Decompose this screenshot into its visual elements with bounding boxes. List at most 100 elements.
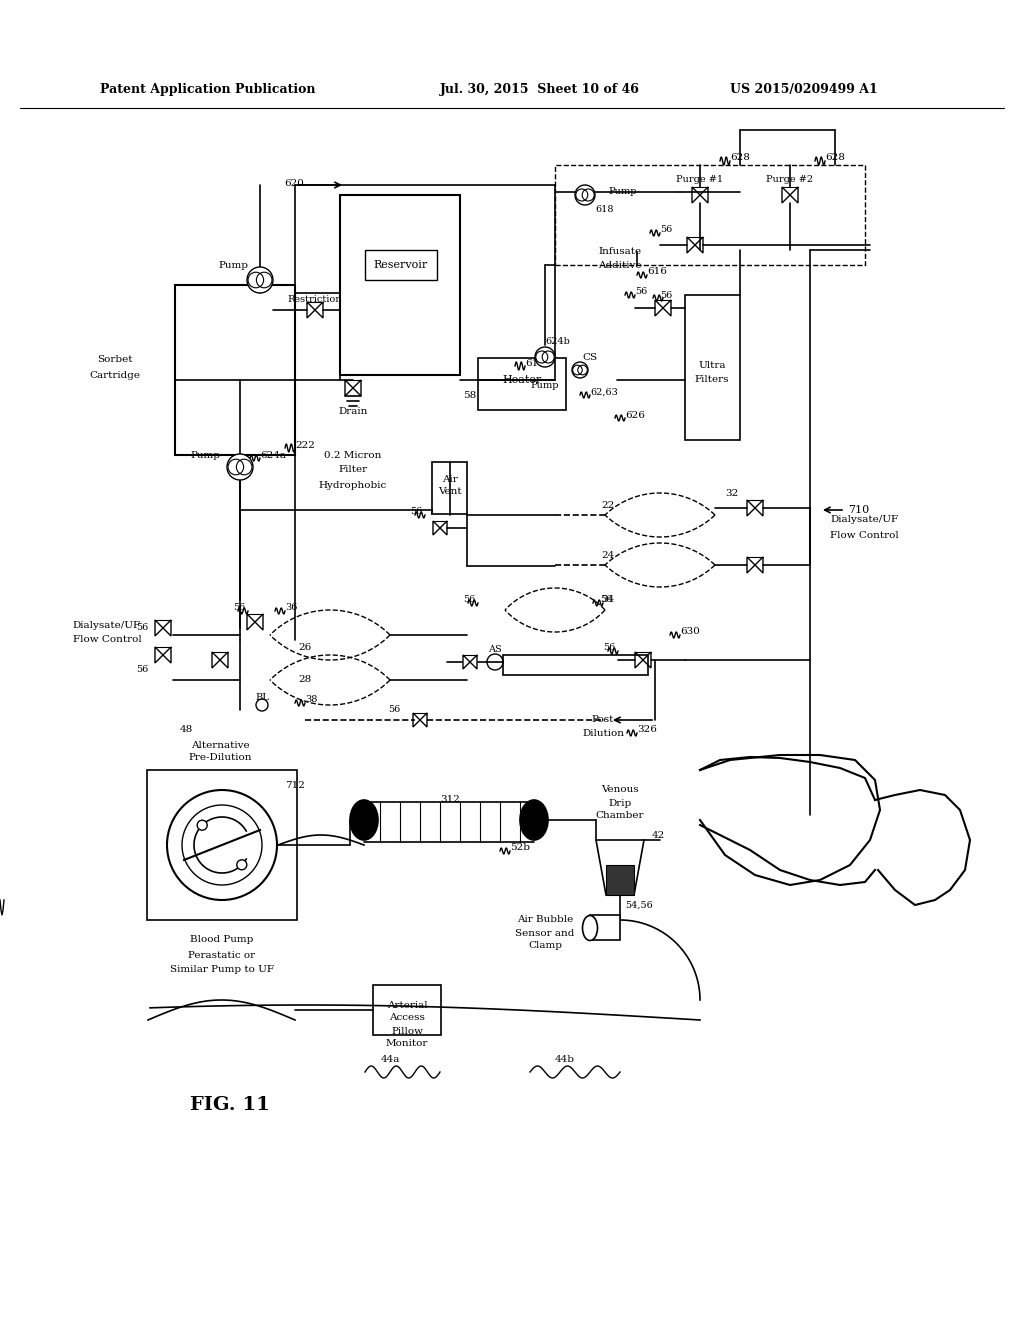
Text: 56: 56 [388, 705, 400, 714]
Text: Hydrophobic: Hydrophobic [318, 480, 387, 490]
Text: Additive: Additive [598, 260, 642, 269]
Text: 0.2 Micron: 0.2 Micron [325, 450, 382, 459]
Bar [503, 655, 648, 675]
Bar [478, 358, 566, 411]
Text: 26: 26 [299, 644, 312, 652]
Text: Filters: Filters [694, 375, 729, 384]
Text: Ultra: Ultra [698, 360, 726, 370]
Text: AS: AS [488, 645, 502, 655]
Text: 626: 626 [625, 411, 645, 420]
Text: Flow Control: Flow Control [73, 635, 141, 644]
Text: Restriction: Restriction [288, 296, 342, 305]
Text: BL: BL [255, 693, 269, 701]
Circle shape [535, 347, 555, 367]
Text: Pre-Dilution: Pre-Dilution [188, 754, 252, 763]
Text: Drain: Drain [338, 408, 368, 417]
Ellipse shape [520, 800, 548, 840]
Circle shape [575, 185, 595, 205]
Circle shape [167, 789, 278, 900]
Bar [685, 294, 740, 440]
Text: Purge #1: Purge #1 [677, 176, 724, 185]
Text: Dialysate/UF: Dialysate/UF [73, 620, 141, 630]
Text: Patent Application Publication: Patent Application Publication [100, 83, 315, 96]
Text: 32: 32 [725, 488, 738, 498]
Text: Perastatic or: Perastatic or [188, 950, 256, 960]
Text: 56: 56 [635, 288, 647, 297]
Text: 618: 618 [595, 206, 613, 214]
Text: Cartridge: Cartridge [89, 371, 140, 380]
Text: 620: 620 [284, 178, 304, 187]
Text: Filter: Filter [339, 466, 368, 474]
Text: Air Bubble: Air Bubble [517, 916, 573, 924]
Text: Access: Access [389, 1014, 425, 1023]
Text: Dialysate/UF: Dialysate/UF [830, 516, 898, 524]
Text: Chamber: Chamber [596, 812, 644, 821]
Text: 624a: 624a [260, 450, 286, 459]
Text: 312: 312 [440, 796, 460, 804]
Bar [373, 985, 441, 1035]
Text: 624b: 624b [545, 338, 570, 346]
Bar [606, 865, 634, 895]
Text: 56: 56 [410, 507, 422, 516]
Text: 712: 712 [285, 780, 305, 789]
Text: 28: 28 [299, 676, 312, 685]
Text: Alternative: Alternative [190, 741, 249, 750]
Text: Flow Control: Flow Control [830, 531, 899, 540]
Circle shape [247, 267, 273, 293]
Text: Purge #2: Purge #2 [766, 176, 813, 185]
Text: Venous: Venous [601, 785, 639, 795]
Ellipse shape [583, 916, 597, 940]
Text: FIG. 11: FIG. 11 [190, 1096, 270, 1114]
Text: 628: 628 [730, 153, 750, 162]
Text: Jul. 30, 2015  Sheet 10 of 46: Jul. 30, 2015 Sheet 10 of 46 [440, 83, 640, 96]
Ellipse shape [350, 800, 378, 840]
Text: 616: 616 [647, 268, 667, 276]
Text: Pump: Pump [608, 187, 637, 197]
Text: 34: 34 [602, 595, 615, 605]
Text: Pump: Pump [218, 260, 248, 269]
Bar [340, 195, 460, 375]
Text: 56: 56 [603, 644, 615, 652]
Text: Similar Pump to UF: Similar Pump to UF [170, 965, 274, 974]
Text: Pillow: Pillow [391, 1027, 423, 1035]
Polygon shape [596, 840, 644, 895]
Bar [147, 770, 297, 920]
Text: 52b: 52b [510, 843, 530, 853]
Bar [555, 165, 865, 265]
Text: Monitor: Monitor [386, 1040, 428, 1048]
Text: 630: 630 [680, 627, 699, 636]
Circle shape [227, 454, 253, 480]
Text: Post: Post [592, 715, 614, 725]
Text: Sorbet: Sorbet [97, 355, 133, 364]
Text: Clamp: Clamp [528, 941, 562, 950]
Text: Reservoir: Reservoir [374, 260, 428, 271]
Text: 38: 38 [305, 696, 317, 705]
Circle shape [198, 820, 207, 830]
Text: US 2015/0209499 A1: US 2015/0209499 A1 [730, 83, 878, 96]
Text: 56: 56 [463, 595, 475, 605]
Text: Vent: Vent [438, 487, 462, 496]
Text: 58: 58 [464, 391, 476, 400]
Text: 326: 326 [637, 726, 656, 734]
Text: 56: 56 [136, 623, 148, 632]
Bar [175, 285, 295, 455]
Text: 42: 42 [652, 830, 666, 840]
Text: Blood Pump: Blood Pump [190, 936, 254, 945]
Text: 222: 222 [295, 441, 314, 450]
Text: 36: 36 [285, 603, 297, 612]
Text: 56: 56 [136, 665, 148, 675]
Text: 54,56: 54,56 [625, 900, 652, 909]
Bar [432, 462, 467, 513]
Text: Pump: Pump [190, 450, 220, 459]
Text: Infusate: Infusate [598, 248, 642, 256]
Text: 56: 56 [660, 290, 672, 300]
Text: CS: CS [583, 352, 598, 362]
Text: 44a: 44a [380, 1056, 399, 1064]
Text: 62,63: 62,63 [590, 388, 617, 396]
Text: Pump: Pump [530, 380, 559, 389]
Text: 24: 24 [602, 550, 615, 560]
Text: 56: 56 [232, 603, 245, 612]
Text: Drip: Drip [608, 799, 632, 808]
Bar [364, 803, 534, 842]
Text: 44b: 44b [555, 1056, 575, 1064]
